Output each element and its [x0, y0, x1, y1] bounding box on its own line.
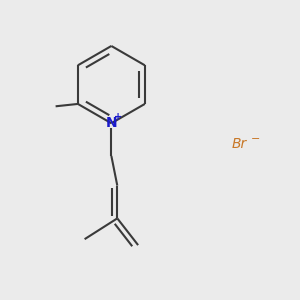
Text: −: −: [251, 134, 260, 144]
Text: N: N: [106, 116, 117, 130]
Text: Br: Br: [232, 137, 247, 151]
Text: +: +: [114, 112, 122, 122]
